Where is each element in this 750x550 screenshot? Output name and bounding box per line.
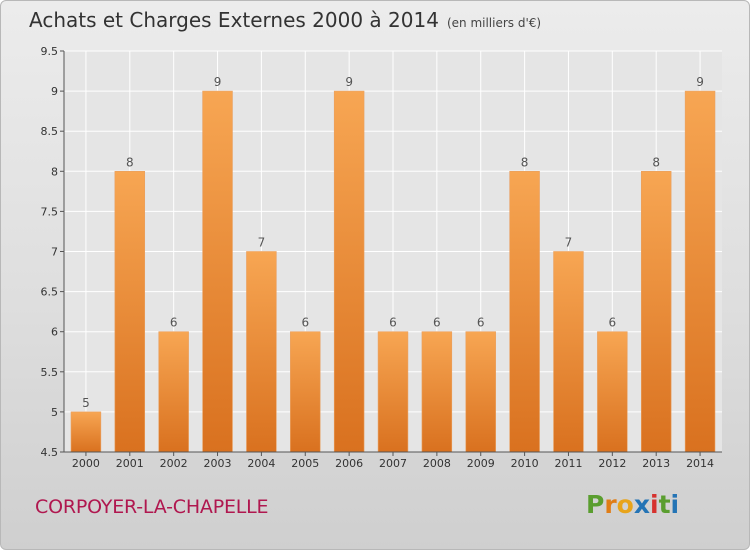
- bar: [70, 411, 102, 453]
- x-tick-label: 2008: [423, 457, 451, 470]
- x-tick-label: 2012: [598, 457, 626, 470]
- y-tick-label: 5.5: [41, 366, 59, 379]
- x-tick-label: 2000: [72, 457, 100, 470]
- data-label: 6: [389, 316, 397, 330]
- data-label: 6: [609, 316, 617, 330]
- x-tick-label: 2013: [642, 457, 670, 470]
- data-label: 6: [477, 316, 485, 330]
- y-tick-label: 8.5: [41, 125, 59, 138]
- x-tick-label: 2002: [160, 457, 188, 470]
- bar: [246, 251, 277, 453]
- data-label: 6: [301, 316, 309, 330]
- y-tick-label: 9: [51, 85, 58, 98]
- chart-title: Achats et Charges Externes 2000 à 2014 (e…: [29, 8, 541, 32]
- data-label: 9: [214, 75, 222, 89]
- bar: [377, 331, 409, 453]
- data-label: 9: [345, 75, 353, 89]
- bar: [333, 90, 365, 453]
- y-tick-label: 7.5: [41, 205, 59, 218]
- y-tick-label: 6.5: [41, 286, 59, 299]
- x-tick-label: 2001: [116, 457, 144, 470]
- logo-letter: r: [604, 490, 617, 519]
- chart-unit: (en milliers d'€): [446, 16, 542, 30]
- logo-letter: t: [658, 490, 671, 519]
- bar: [684, 90, 716, 453]
- data-label: 5: [82, 396, 90, 410]
- data-label: 8: [652, 155, 660, 169]
- logo-letter: o: [616, 490, 634, 519]
- data-label: 8: [521, 155, 529, 169]
- x-tick-label: 2005: [291, 457, 319, 470]
- bar: [465, 331, 496, 453]
- bar: [202, 90, 233, 453]
- x-tick-label: 2006: [335, 457, 363, 470]
- y-tick-label: 5: [51, 406, 58, 419]
- data-label: 7: [565, 236, 573, 250]
- logo-letter: x: [633, 490, 650, 519]
- data-label: 8: [126, 155, 134, 169]
- data-label: 6: [170, 316, 178, 330]
- y-tick-label: 6: [51, 326, 58, 339]
- x-tick-label: 2003: [204, 457, 232, 470]
- x-tick-label: 2009: [467, 457, 495, 470]
- logo-letter: i: [650, 490, 659, 519]
- proxiti-logo[interactable]: Proxiti: [586, 490, 679, 519]
- bar: [597, 331, 628, 453]
- x-tick-label: 2011: [554, 457, 582, 470]
- x-tick-label: 2014: [686, 457, 714, 470]
- bar: [509, 171, 540, 453]
- logo-letter: P: [586, 490, 605, 519]
- logo-letter: i: [670, 490, 680, 519]
- x-tick-label: 2010: [511, 457, 539, 470]
- bar: [114, 171, 146, 453]
- x-tick-label: 2007: [379, 457, 407, 470]
- chart-title-text: Achats et Charges Externes 2000 à 2014: [29, 8, 439, 32]
- town-name: CORPOYER-LA-CHAPELLE: [35, 496, 269, 518]
- bar: [421, 331, 453, 453]
- x-tick-label: 2004: [247, 457, 275, 470]
- data-label: 9: [696, 75, 704, 89]
- y-tick-label: 4.5: [41, 446, 59, 459]
- bar: [553, 251, 584, 453]
- bar: [640, 171, 672, 453]
- bar: [290, 331, 321, 453]
- bar: [158, 331, 189, 453]
- data-label: 7: [258, 236, 266, 250]
- y-tick-label: 8: [51, 165, 58, 178]
- y-tick-label: 9.5: [41, 45, 59, 58]
- data-label: 6: [433, 316, 441, 330]
- y-tick-label: 7: [51, 246, 58, 259]
